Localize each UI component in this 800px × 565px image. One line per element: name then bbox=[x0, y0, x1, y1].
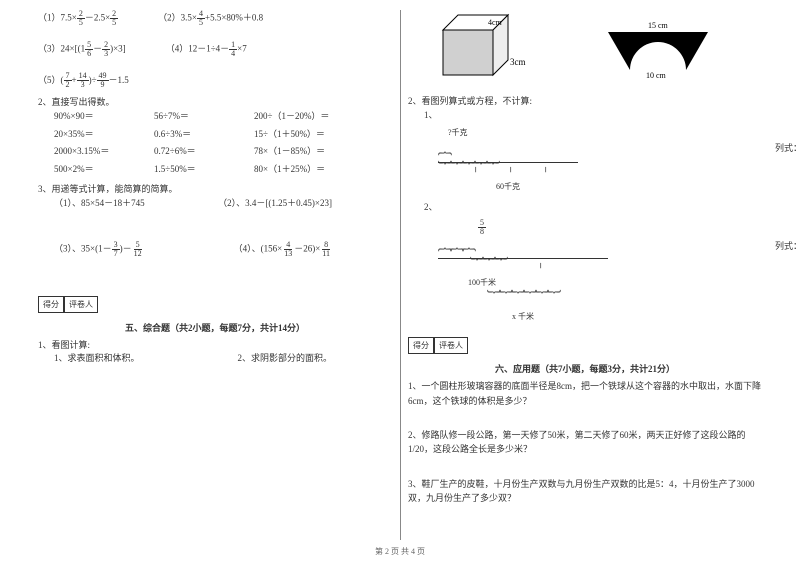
right-column: 5cm 3cm 4cm 15 cm 10 cm 2、看图列算式或方程，不计算: … bbox=[400, 10, 770, 540]
page-footer: 第 2 页 共 4 页 bbox=[0, 546, 800, 557]
cuboid-icon: 5cm 3cm 4cm bbox=[438, 10, 528, 80]
svg-text:3cm: 3cm bbox=[510, 57, 526, 67]
svg-text:15 cm: 15 cm bbox=[648, 21, 669, 30]
sec5-s1: 1、求表面积和体积。 bbox=[54, 351, 140, 364]
q1-p3: （3）24×[(156－23)×3] bbox=[38, 41, 126, 58]
section-5-title: 五、综合题（共2小题，每题7分，共计14分） bbox=[38, 321, 392, 334]
q1-p5: （5）(72+143)÷499－1.5 bbox=[38, 75, 129, 85]
q1-p1: （1）7.5×25－2.5×25 bbox=[38, 10, 118, 27]
column-divider bbox=[400, 10, 401, 540]
q3-steps: 3、用递等式计算，能简算的简算。 （1）、85×54－18＋745 （2）、3.… bbox=[38, 182, 392, 258]
left-column: （1）7.5×25－2.5×25 （2）3.5×45+5.5×80%＋0.8 （… bbox=[30, 10, 400, 540]
svg-text:4cm: 4cm bbox=[488, 18, 503, 27]
q2-diagram: 2、看图列算式或方程，不计算: 1、 ?千克 ︷ ╷ ╷ ╷ ︸︸︸︸︸ 60千… bbox=[408, 94, 762, 323]
sec6-q1: 1、一个圆柱形玻璃容器的底面半径是8cm，把一个铁球从这个容器的水中取出，水面下… bbox=[408, 379, 762, 408]
sec6-q3: 3、鞋厂生产的皮鞋，十月份生产双数与九月份生产双数的比是5：4，十月份生产了30… bbox=[408, 477, 762, 506]
sec6-q2: 2、修路队修一段公路，第一天修了50米，第二天修了60米，两天正好修了这段公路的… bbox=[408, 428, 762, 457]
section-6-title: 六、应用题（共7小题，每题3分，共计21分） bbox=[408, 362, 762, 375]
q2-direct: 2、直接写出得数。 90%×90＝56÷7%＝200÷（1－20%）＝ 20×3… bbox=[38, 95, 392, 176]
q1-p2: （2）3.5×45+5.5×80%＋0.8 bbox=[158, 10, 263, 27]
q1-p4: （4）12－1÷4－14×7 bbox=[166, 41, 247, 58]
score-table-2: 得分评卷人 bbox=[408, 337, 468, 354]
svg-text:10 cm: 10 cm bbox=[646, 71, 667, 80]
trapezoid-icon: 15 cm 10 cm bbox=[598, 20, 718, 80]
sec5-q1: 1、看图计算: bbox=[38, 338, 392, 351]
score-table: 得分评卷人 bbox=[38, 296, 98, 313]
sec5-s2: 2、求阴影部分的面积。 bbox=[237, 351, 332, 364]
